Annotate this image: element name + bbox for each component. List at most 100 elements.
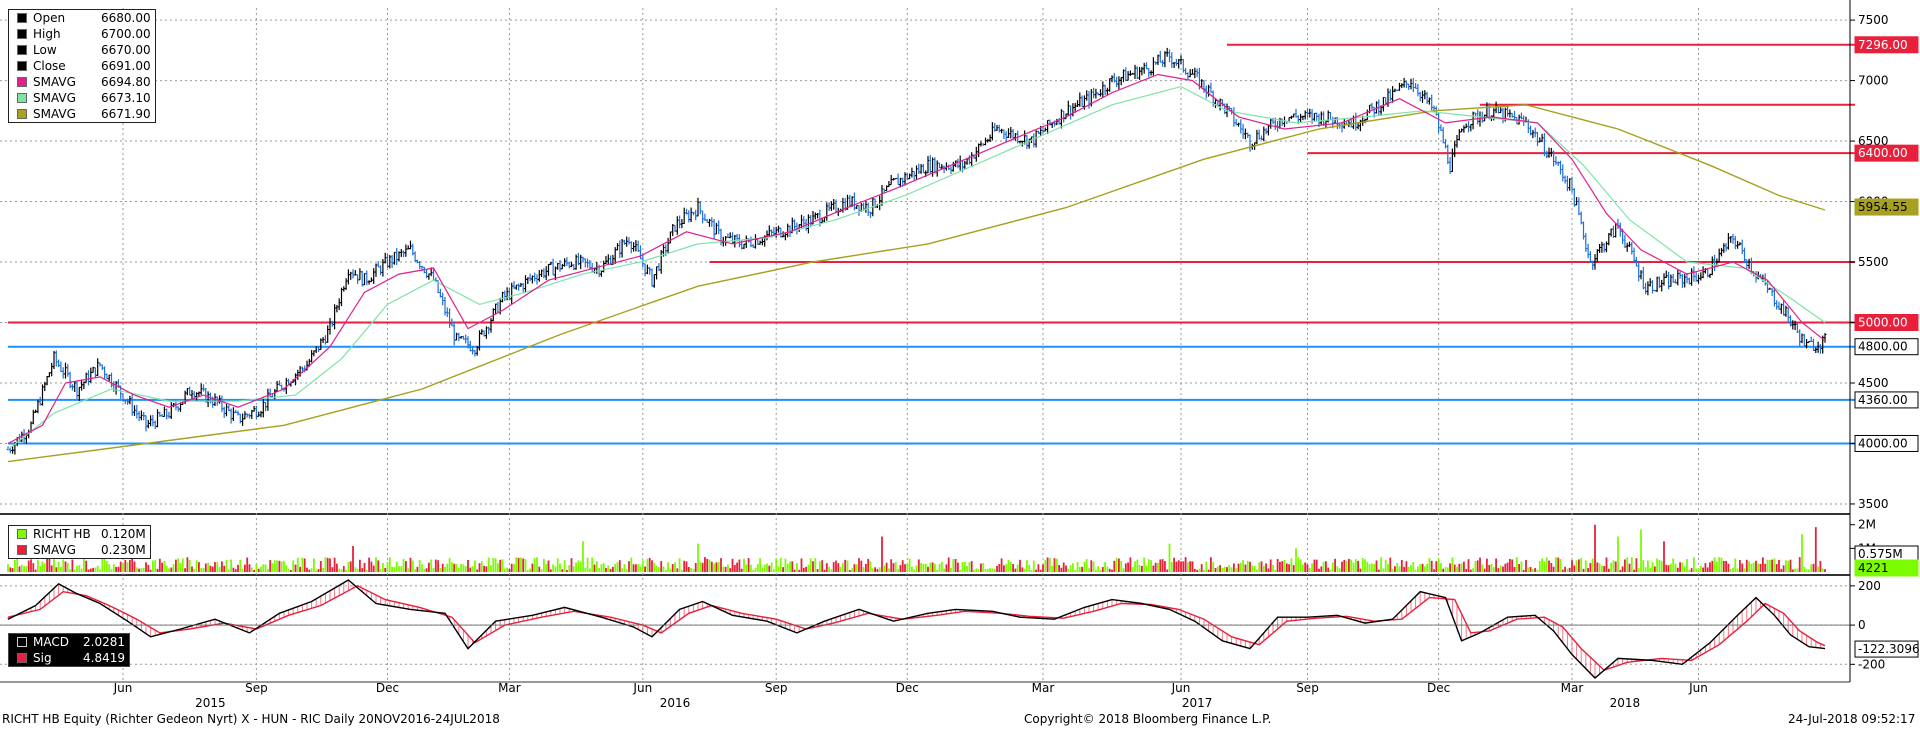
ohlc-bar: [45, 375, 49, 386]
volume-bar: [1099, 569, 1102, 572]
volume-bar: [830, 569, 833, 572]
volume-bar: [1801, 534, 1803, 572]
volume-bar: [1695, 568, 1698, 572]
ohlc-bar: [1409, 78, 1413, 90]
volume-bar: [846, 560, 849, 572]
volume-bar: [1101, 567, 1104, 572]
volume-bar: [66, 562, 69, 572]
volume-bar: [1283, 559, 1286, 572]
volume-bar: [582, 541, 584, 572]
macd-tick-label: 0: [1858, 618, 1866, 632]
volume-bar: [559, 563, 561, 572]
ohlc-bar: [643, 263, 647, 277]
volume-bar: [1515, 557, 1518, 572]
volume-bar: [1509, 558, 1511, 572]
volume-bar: [112, 564, 115, 572]
volume-bar: [1272, 564, 1274, 572]
volume-bar: [1334, 558, 1336, 572]
volume-bar: [1787, 560, 1790, 572]
volume-bar: [1748, 561, 1750, 572]
volume-bar: [1260, 561, 1263, 572]
volume-bar: [1007, 559, 1010, 572]
ohlc-bar: [1664, 270, 1668, 279]
volume-bar: [1543, 561, 1546, 572]
volume-bar: [980, 563, 982, 572]
ohlc-bar: [1460, 128, 1464, 133]
volume-bar: [533, 558, 536, 572]
volume-bar: [697, 543, 699, 572]
macd-tick-label: -200: [1858, 657, 1885, 671]
volume-bar: [904, 564, 906, 572]
legend-smavg-olive: SMAVG 6671.90: [9, 106, 155, 122]
ohlc-bar: [1563, 175, 1567, 184]
ohlc-bar: [135, 404, 139, 419]
ohlc-bar: [648, 266, 652, 275]
tag-label: 5954.55: [1858, 200, 1908, 214]
volume-bar: [1780, 568, 1783, 572]
ohlc-bar: [687, 210, 691, 223]
ohlc-bar: [1333, 117, 1337, 124]
volume-bar: [963, 561, 966, 572]
volume-bar: [407, 568, 410, 572]
legend-label: Close: [33, 59, 66, 73]
ohlc-bar: [1600, 241, 1604, 253]
volume-bar: [89, 568, 92, 572]
ohlc-bar: [1586, 243, 1590, 259]
ohlc-bar: [1641, 266, 1645, 290]
volume-bar: [986, 568, 989, 572]
volume-bar: [543, 558, 545, 572]
ohlc-bar: [379, 265, 383, 276]
volume-bar: [1161, 559, 1164, 572]
ohlc-bar: [1775, 300, 1779, 310]
ohlc-bar: [1453, 140, 1457, 158]
legend-label: High: [33, 27, 61, 41]
volume-bar: [798, 569, 801, 572]
volume-bar: [572, 566, 575, 572]
legend-value: 0.230M: [101, 543, 146, 557]
volume-bar: [947, 557, 950, 572]
volume-bar: [1745, 559, 1748, 572]
ohlc-bar: [241, 413, 245, 426]
volume-bar: [361, 568, 364, 572]
volume-bar: [1417, 566, 1419, 572]
volume-bar: [869, 561, 872, 572]
price-tick-label: 7000: [1858, 74, 1889, 88]
volume-bar: [388, 557, 391, 572]
volume-bar: [402, 558, 405, 572]
volume-bar: [1196, 569, 1198, 572]
volume-bar: [612, 566, 614, 572]
ohlc-bar: [185, 387, 189, 396]
volume-bar: [1660, 560, 1663, 572]
volume-bar: [138, 568, 140, 572]
legend-smavg-pink: SMAVG 6694.80: [9, 74, 155, 90]
volume-bar: [632, 564, 635, 572]
volume-bar: [421, 564, 423, 572]
volume-bar: [860, 560, 863, 572]
volume-bar: [1819, 560, 1822, 572]
ohlc-bar: [80, 380, 84, 391]
ohlc-bar: [1726, 233, 1730, 250]
volume-bar: [306, 567, 308, 572]
ohlc-bar: [1680, 273, 1684, 288]
volume-bar: [708, 559, 711, 572]
ohlc-bar: [1241, 123, 1245, 139]
volume-bar: [1561, 569, 1564, 572]
volume-bar: [621, 568, 623, 572]
volume-bar: [441, 563, 444, 572]
volume-bar: [175, 559, 177, 572]
volume-bar: [57, 561, 60, 572]
volume-bar: [1373, 563, 1376, 572]
volume-bar: [1578, 559, 1580, 572]
legend-value: 6671.90: [101, 107, 151, 121]
tag-box: [1854, 640, 1919, 658]
ohlc-bar: [1193, 67, 1197, 79]
legend-swatch: [17, 637, 27, 647]
volume-bar: [635, 564, 637, 572]
ohlc-bar: [1559, 160, 1562, 175]
volume-bar: [1212, 561, 1215, 572]
month-label: Sep: [1296, 681, 1319, 695]
volume-bar: [276, 560, 278, 572]
ohlc-bar: [1381, 96, 1385, 112]
sma-green-line: [7, 85, 1826, 450]
ohlc-bar: [542, 268, 546, 279]
